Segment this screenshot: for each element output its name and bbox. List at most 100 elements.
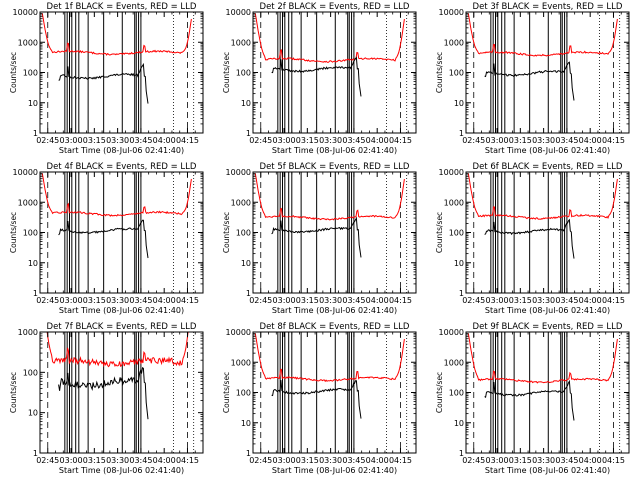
y-tick-label: 100 — [236, 69, 251, 78]
y-tick-label: 1 — [246, 289, 251, 298]
x-tick-label: 04:15 — [602, 296, 625, 305]
panel-title: Det 2f BLACK = Events, RED = LLD — [260, 2, 410, 12]
x-tick-label: 04:00 — [366, 136, 389, 145]
x-tick-label: 03:15 — [83, 296, 106, 305]
x-tick-label: 04:15 — [389, 456, 412, 465]
y-tick-label: 10 — [454, 419, 464, 428]
y-tick-label: 100 — [449, 389, 464, 398]
lld-series-line — [41, 173, 192, 217]
x-tick-label: 03:30 — [319, 456, 342, 465]
x-tick-label: 04:15 — [176, 136, 199, 145]
y-axis-label: Counts/sec — [9, 372, 18, 413]
y-tick-label: 1000 — [18, 328, 38, 337]
x-tick-label: 03:45 — [555, 296, 578, 305]
x-tick-label: 03:00 — [273, 296, 296, 305]
y-tick-label: 1000 — [231, 358, 251, 367]
x-tick-label: 03:30 — [106, 456, 129, 465]
x-tick-label: 03:00 — [273, 456, 296, 465]
events-series-line — [271, 216, 362, 258]
x-tick-label: 02:45 — [462, 456, 485, 465]
x-tick-label: 04:00 — [579, 456, 602, 465]
x-tick-label: 03:15 — [296, 136, 319, 145]
y-tick-label: 10 — [241, 259, 251, 268]
y-tick-label: 10 — [241, 419, 251, 428]
y-tick-label: 1000 — [18, 198, 38, 207]
x-axis-label: Start Time (08-Jul-06 02:41:40) — [59, 146, 184, 155]
x-axis-label: Start Time (08-Jul-06 02:41:40) — [272, 306, 397, 315]
y-tick-label: 1 — [459, 289, 464, 298]
y-tick-label: 100 — [23, 69, 38, 78]
lld-series-line — [467, 333, 618, 384]
x-axis-label: Start Time (08-Jul-06 02:41:40) — [485, 306, 610, 315]
events-series-line — [271, 380, 362, 419]
y-tick-label: 10000 — [226, 8, 251, 17]
y-tick-label: 10000 — [439, 328, 464, 337]
panel-title: Det 6f BLACK = Events, RED = LLD — [473, 162, 623, 172]
plot-frame — [39, 331, 204, 454]
x-tick-label: 03:30 — [106, 136, 129, 145]
x-tick-label: 04:15 — [602, 456, 625, 465]
x-tick-label: 04:00 — [366, 456, 389, 465]
detector-panel: Det 4f BLACK = Events, RED = LLD 1 10 100 10… — [9, 162, 204, 315]
y-tick-label: 10 — [454, 99, 464, 108]
y-axis-label: Counts/sec — [435, 372, 444, 413]
detector-panel: Det 9f BLACK = Events, RED = LLD 1 10 100 10… — [435, 322, 630, 475]
y-tick-label: 10000 — [226, 328, 251, 337]
x-tick-label: 03:30 — [532, 136, 555, 145]
x-tick-label: 03:45 — [555, 136, 578, 145]
y-tick-label: 1000 — [231, 198, 251, 207]
x-tick-label: 03:30 — [319, 296, 342, 305]
x-tick-label: 04:15 — [389, 296, 412, 305]
events-series-line — [484, 379, 575, 421]
y-tick-label: 10000 — [439, 168, 464, 177]
detector-panel: Det 8f BLACK = Events, RED = LLD 1 10 100 10… — [222, 322, 417, 475]
y-tick-label: 100 — [23, 229, 38, 238]
x-tick-label: 03:45 — [342, 136, 365, 145]
panel-title: Det 1f BLACK = Events, RED = LLD — [47, 2, 197, 12]
y-tick-label: 10 — [241, 99, 251, 108]
panel-title: Det 9f BLACK = Events, RED = LLD — [473, 322, 623, 332]
x-tick-label: 03:00 — [273, 136, 296, 145]
x-tick-label: 02:45 — [36, 456, 59, 465]
lld-series-line — [467, 13, 618, 57]
y-tick-label: 1000 — [444, 198, 464, 207]
events-series-line — [484, 61, 575, 101]
y-tick-label: 100 — [236, 389, 251, 398]
y-axis-label: Counts/sec — [222, 212, 231, 253]
x-tick-label: 04:15 — [176, 456, 199, 465]
y-tick-label: 1000 — [444, 38, 464, 47]
y-axis-label: Counts/sec — [435, 212, 444, 253]
y-tick-label: 1000 — [18, 38, 38, 47]
y-tick-label: 10000 — [226, 168, 251, 177]
x-tick-label: 03:30 — [319, 136, 342, 145]
panel-title: Det 4f BLACK = Events, RED = LLD — [47, 162, 197, 172]
y-axis-label: Counts/sec — [222, 372, 231, 413]
y-tick-label: 100 — [449, 69, 464, 78]
x-tick-label: 03:15 — [296, 296, 319, 305]
x-axis-label: Start Time (08-Jul-06 02:41:40) — [272, 466, 397, 475]
lld-series-line — [467, 173, 618, 220]
x-tick-label: 04:00 — [579, 296, 602, 305]
x-tick-label: 04:15 — [389, 136, 412, 145]
x-tick-label: 04:15 — [176, 296, 199, 305]
lld-series-line — [254, 13, 405, 63]
x-tick-label: 02:45 — [462, 136, 485, 145]
x-tick-label: 03:00 — [60, 456, 83, 465]
y-tick-label: 10000 — [13, 8, 38, 17]
y-tick-label: 1 — [33, 289, 38, 298]
x-tick-label: 03:30 — [532, 456, 555, 465]
x-tick-label: 04:00 — [153, 456, 176, 465]
x-tick-label: 02:45 — [249, 136, 272, 145]
detector-panel: Det 2f BLACK = Events, RED = LLD 1 10 100 10… — [222, 2, 417, 155]
x-tick-label: 03:30 — [106, 296, 129, 305]
y-tick-label: 1 — [459, 129, 464, 138]
x-tick-label: 03:45 — [129, 456, 152, 465]
y-axis-label: Counts/sec — [222, 52, 231, 93]
x-axis-label: Start Time (08-Jul-06 02:41:40) — [272, 146, 397, 155]
x-tick-label: 03:30 — [532, 296, 555, 305]
x-axis-label: Start Time (08-Jul-06 02:41:40) — [485, 146, 610, 155]
panel-title: Det 8f BLACK = Events, RED = LLD — [260, 322, 410, 332]
events-series-line — [58, 62, 149, 104]
y-tick-label: 10 — [28, 409, 38, 418]
